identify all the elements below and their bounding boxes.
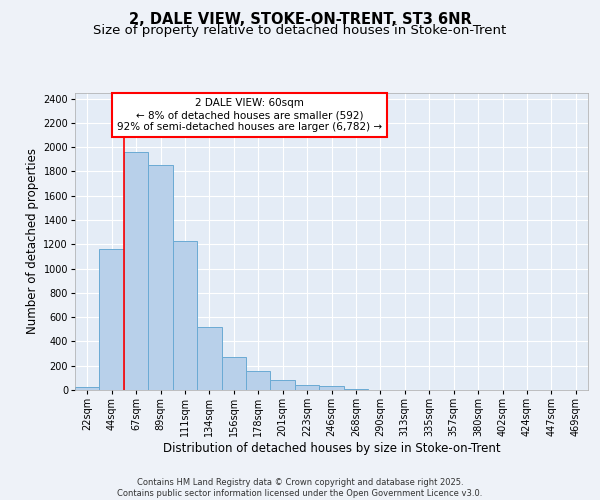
Bar bbox=[124, 152, 148, 390]
Bar bbox=[246, 371, 271, 390]
Bar bbox=[295, 384, 319, 390]
X-axis label: Distribution of detached houses by size in Stoke-on-Trent: Distribution of detached houses by size … bbox=[163, 442, 500, 455]
Y-axis label: Number of detached properties: Number of detached properties bbox=[26, 148, 39, 334]
Bar bbox=[100, 249, 124, 390]
Bar bbox=[197, 327, 221, 390]
Text: Size of property relative to detached houses in Stoke-on-Trent: Size of property relative to detached ho… bbox=[94, 24, 506, 37]
Bar bbox=[173, 240, 197, 390]
Bar bbox=[148, 166, 173, 390]
Bar bbox=[319, 386, 344, 390]
Bar bbox=[271, 380, 295, 390]
Bar bbox=[75, 387, 100, 390]
Text: 2, DALE VIEW, STOKE-ON-TRENT, ST3 6NR: 2, DALE VIEW, STOKE-ON-TRENT, ST3 6NR bbox=[128, 12, 472, 28]
Bar bbox=[221, 357, 246, 390]
Text: Contains HM Land Registry data © Crown copyright and database right 2025.
Contai: Contains HM Land Registry data © Crown c… bbox=[118, 478, 482, 498]
Text: 2 DALE VIEW: 60sqm
← 8% of detached houses are smaller (592)
92% of semi-detache: 2 DALE VIEW: 60sqm ← 8% of detached hous… bbox=[117, 98, 382, 132]
